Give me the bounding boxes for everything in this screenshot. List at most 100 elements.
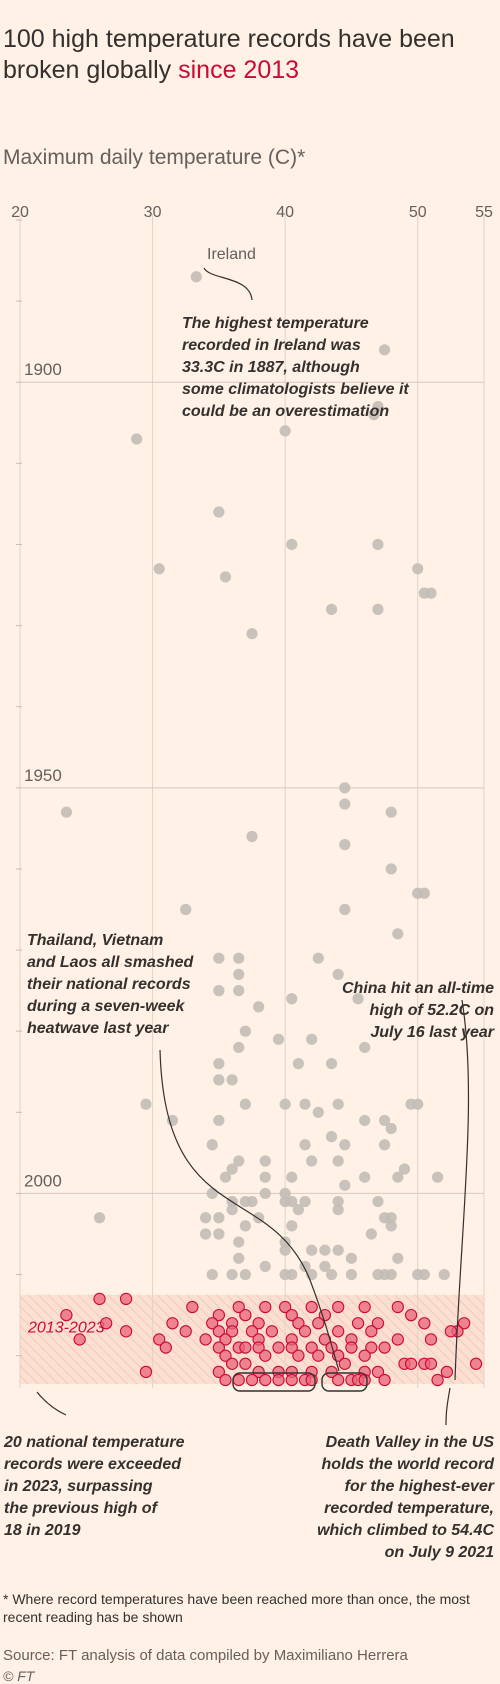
recent-data-point: [153, 1333, 166, 1346]
annotation-text: recorded temperature,: [324, 1500, 494, 1517]
data-point: [259, 1260, 271, 1273]
annotation-text: records were exceeded: [4, 1456, 182, 1473]
recent-data-point: [365, 1341, 378, 1354]
recent-data-point: [219, 1349, 232, 1362]
recent-data-point: [259, 1300, 272, 1314]
x-tick-label: 30: [144, 204, 162, 221]
annotation-leader: [159, 1049, 340, 1372]
recent-data-point: [60, 1308, 73, 1322]
recent-data-point: [119, 1325, 133, 1338]
data-point: [213, 1074, 225, 1086]
data-point: [279, 1244, 291, 1256]
annotation-leader: [36, 1391, 67, 1416]
data-point: [233, 1155, 245, 1167]
recent-data-point: [245, 1325, 259, 1338]
data-point: [339, 782, 351, 794]
annotation-text: which climbed to 54.4C: [317, 1522, 494, 1539]
data-point: [259, 1171, 271, 1183]
recent-data-point: [285, 1373, 298, 1387]
data-point: [339, 839, 351, 851]
annotation-text: recorded in Ireland was: [182, 337, 361, 354]
data-point: [319, 1260, 331, 1273]
band-label: 2013-2023: [27, 1319, 105, 1336]
recent-data-point: [444, 1325, 458, 1338]
recent-data-point: [225, 1357, 239, 1370]
recent-data-point: [305, 1341, 318, 1354]
data-point: [226, 1204, 238, 1216]
annotation-text: The highest temperature: [182, 315, 369, 332]
recent-data-point: [371, 1365, 385, 1379]
data-point: [272, 1033, 285, 1045]
data-point: [378, 1139, 391, 1151]
data-point: [332, 1098, 344, 1110]
recent-data-point: [365, 1325, 378, 1338]
recent-data-point: [278, 1300, 292, 1314]
data-point: [372, 538, 384, 551]
annotation-text: heatwave last year: [27, 1020, 169, 1037]
data-point: [153, 563, 165, 575]
recent-data-point: [418, 1317, 431, 1330]
title-highlight: since 2013: [178, 56, 300, 84]
recent-data-point: [159, 1341, 172, 1354]
annotation-leader: [203, 267, 253, 301]
recent-data-point: [272, 1373, 285, 1387]
data-point: [325, 1268, 338, 1281]
data-point: [432, 1171, 444, 1183]
annotation-text: during a seven-week: [27, 998, 185, 1015]
recent-data-point: [292, 1349, 305, 1362]
x-tick-label: 40: [276, 204, 294, 221]
data-point: [385, 1268, 397, 1281]
data-point: [239, 1025, 251, 1037]
data-point: [418, 1268, 430, 1281]
recent-data-point: [292, 1317, 305, 1330]
recent-data-point: [179, 1325, 192, 1338]
data-point: [292, 1058, 304, 1070]
data-point: [259, 1187, 271, 1200]
recent-data-point: [259, 1373, 272, 1387]
recent-data-point: [298, 1325, 312, 1338]
data-point: [372, 603, 384, 615]
recent-data-point: [440, 1365, 454, 1379]
data-point: [140, 1098, 152, 1110]
recent-data-point: [219, 1373, 232, 1387]
recent-data-point: [332, 1373, 345, 1387]
recent-data-point: [424, 1357, 438, 1370]
annotation-text: 20 national temperature: [3, 1434, 185, 1451]
data-point: [385, 1220, 397, 1232]
data-point: [412, 887, 424, 899]
recent-data-point: [239, 1341, 252, 1354]
data-point: [206, 1139, 218, 1151]
annotation-text: holds the world record: [322, 1456, 496, 1473]
data-point: [279, 1098, 291, 1110]
data-point: [299, 1098, 311, 1110]
data-point: [239, 1268, 251, 1281]
recent-data-point: [371, 1317, 385, 1330]
data-point: [239, 1098, 251, 1110]
recent-data-point: [332, 1325, 345, 1338]
recent-data-point: [139, 1365, 153, 1379]
annotation-leader: [445, 1387, 451, 1426]
data-point: [246, 628, 258, 640]
data-point: [345, 1268, 358, 1281]
recent-data-point: [345, 1341, 358, 1354]
data-point: [200, 1228, 212, 1240]
data-point: [213, 985, 225, 997]
data-point: [213, 506, 225, 518]
recent-data-point: [245, 1373, 259, 1387]
recent-data-point: [93, 1292, 106, 1306]
title-main: 100 high temperature records have been b…: [3, 25, 455, 84]
data-point: [312, 1106, 324, 1118]
axis-label: Maximum daily temperature (C)*: [3, 146, 306, 169]
data-point: [306, 1033, 318, 1045]
recent-data-point: [199, 1333, 212, 1346]
data-point: [286, 1268, 298, 1281]
recent-data-point: [206, 1317, 219, 1330]
x-tick-label: 20: [11, 204, 29, 221]
recent-data-point: [73, 1333, 86, 1346]
copyright: © FT: [3, 1668, 35, 1684]
data-point: [60, 806, 72, 818]
data-point: [226, 1074, 238, 1086]
recent-data-point: [259, 1349, 272, 1362]
scatter-chart: 20 30 40 50 55 1900 1950 2000 2013-2023 Ireland Th…: [3, 204, 496, 1561]
data-point: [190, 271, 202, 283]
